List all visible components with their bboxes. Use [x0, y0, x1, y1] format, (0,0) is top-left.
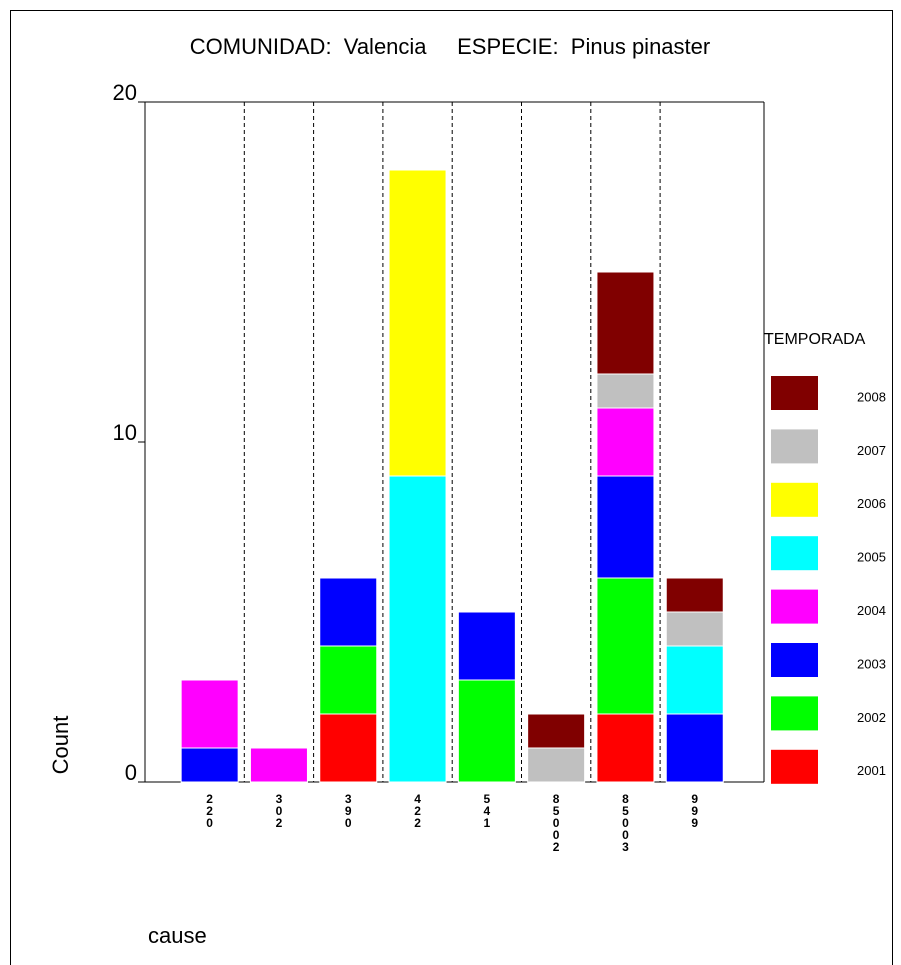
bar-segment: [596, 407, 655, 477]
bar-segment: [596, 373, 655, 409]
legend-swatch: [771, 643, 818, 677]
bar-segment: [388, 169, 447, 477]
chart-title: COMUNIDAD: Valencia ESPECIE: Pinus pinas…: [190, 34, 710, 59]
legend-swatch: [771, 482, 818, 517]
legend-label: 2002: [857, 710, 886, 725]
y-tick-label: 0: [125, 760, 137, 785]
y-tick-label: 20: [113, 80, 137, 105]
legend-swatch: [771, 536, 818, 571]
bar-segment: [596, 577, 655, 715]
y-axis-label: Count: [48, 716, 73, 775]
bar-segment: [457, 611, 516, 681]
legend-label: 2001: [857, 763, 886, 778]
legend-label: 2004: [857, 603, 886, 618]
bar-segment: [249, 747, 308, 783]
bar-segment: [596, 475, 655, 579]
legend-swatch: [771, 589, 818, 624]
bar-segment: [180, 747, 239, 783]
frame: [10, 10, 893, 965]
bar-segment: [180, 679, 239, 749]
bar-segment: [665, 713, 724, 783]
legend-label: 2006: [857, 496, 886, 511]
bar-segment: [527, 747, 586, 783]
legend-swatch: [771, 429, 818, 464]
bar-segment: [319, 713, 378, 783]
legend-label: 2007: [857, 443, 886, 458]
bar-segment: [527, 713, 586, 749]
bar-segment: [665, 611, 724, 647]
legend-swatch: [771, 376, 818, 410]
legend-swatch: [771, 749, 818, 784]
bar-segment: [596, 271, 655, 375]
legend-label: 2005: [857, 550, 886, 565]
bar-segment: [319, 577, 378, 647]
x-axis-label: cause: [148, 923, 207, 948]
bar-segment: [596, 713, 655, 783]
legend-label: 2008: [857, 389, 886, 404]
bar-segment: [665, 577, 724, 613]
y-tick-label: 10: [113, 420, 137, 445]
bar-segment: [319, 645, 378, 715]
legend-swatch: [771, 696, 818, 731]
legend-title: TEMPORADA: [764, 331, 866, 348]
bar-segment: [665, 645, 724, 715]
legend-label: 2003: [857, 656, 886, 671]
bar-segment: [388, 475, 447, 783]
bar-segment: [457, 679, 516, 783]
